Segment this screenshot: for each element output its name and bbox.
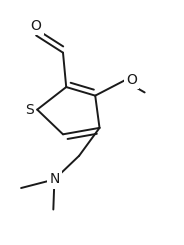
Text: O: O <box>126 73 137 86</box>
Text: S: S <box>25 103 34 117</box>
Text: N: N <box>49 172 60 186</box>
Text: O: O <box>31 19 42 33</box>
